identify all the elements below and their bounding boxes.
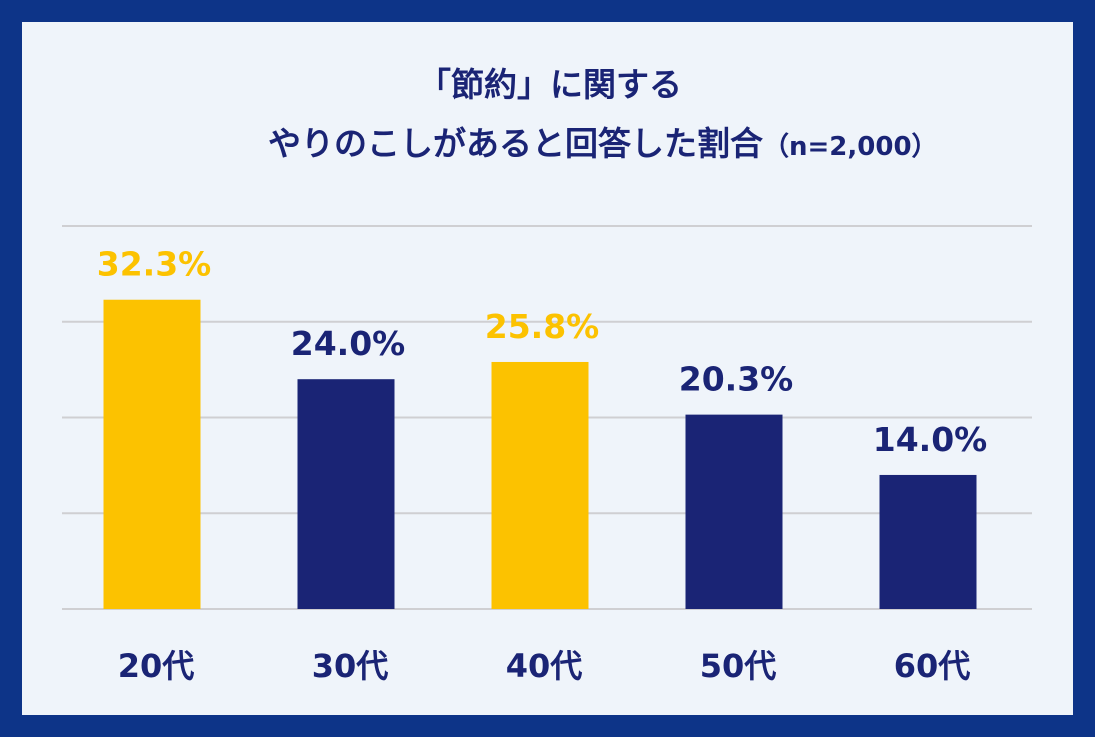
x-tick-label: 20代 [118,647,195,685]
data-label: 24.0% [291,324,406,363]
chart-title-line1: 「節約」に関する [418,65,682,104]
chart-title-line2: やりのこしがあると回答した割合（n=2,000） [0,117,1095,165]
bar [685,414,783,609]
x-tick-label: 60代 [894,647,971,685]
bar [879,474,977,609]
chart-title-text: やりのこしがあると回答した割合 [268,124,763,163]
data-label: 20.3% [679,360,794,399]
bar [491,361,589,609]
x-tick-label: 50代 [700,647,777,685]
data-label: 32.3% [97,245,212,284]
x-tick-label: 30代 [312,647,389,685]
bar [297,379,395,609]
x-tick-label: 40代 [506,647,583,685]
sample-size: （n=2,000） [763,132,938,162]
data-label: 14.0% [873,420,988,459]
data-label: 25.8% [485,307,600,346]
bar [103,299,201,609]
